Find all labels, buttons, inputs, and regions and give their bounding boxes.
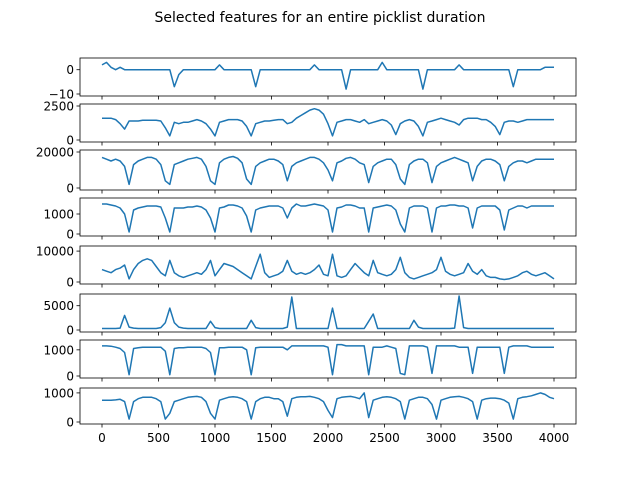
axes-frame [79,57,577,97]
subplot-4: 1000 0 [43,197,577,242]
y-tick-label: 1000 [43,386,74,400]
x-tick-label: 2500 [369,431,400,445]
series-line [102,295,554,330]
x-tick-label: 2000 [313,431,344,445]
subplot-2: 2500 0 [43,100,577,148]
subplot-7: 1000 0 [43,339,577,384]
y-tick-label: 1000 [43,208,74,222]
y-tick-label: 0 [66,228,74,242]
subplot-stack: 0−10250002000001000010000050000100001000… [36,57,577,445]
series-line [102,343,554,376]
y-tick-label: 0 [66,182,74,196]
series-line [101,253,555,281]
y-tick-label: 20000 [36,146,74,160]
y-tick-label: 0 [66,63,74,77]
x-tick-label: 3500 [482,431,513,445]
subplot-6: 5000 0 [43,293,577,338]
y-tick-label: 0 [66,324,74,338]
y-tick-label: 0 [66,276,74,290]
y-tick-label: 10000 [36,245,74,259]
y-tick-label: −10 [49,88,74,102]
y-tick-label: 0 [66,416,74,430]
subplot-3: 20000 0 [36,146,577,196]
chart-title: Selected features for an entire picklist… [155,10,486,26]
subplot-1: 0 −10 [49,57,577,102]
x-tick-label: 0 [98,431,106,445]
y-tick-label: 5000 [43,299,74,313]
series-line [102,392,555,420]
x-tick-label: 1500 [256,431,287,445]
series-line [101,155,554,186]
x-tick-label: 4000 [539,431,570,445]
series-line [102,203,554,233]
x-tick-label: 3000 [426,431,457,445]
x-tick-label: 500 [147,431,170,445]
y-tick-label: 1000 [43,343,74,357]
y-tick-label: 2500 [43,100,74,114]
axes-frame [79,387,577,425]
series-line [101,61,554,90]
y-tick-label: 0 [66,134,74,148]
series-line [102,107,554,137]
y-tick-label: 0 [66,370,74,384]
subplot-8: 1000 0 0 500 1000 1500 2000 2500 3000 3500 4000 [43,386,577,445]
x-tick-label: 1000 [200,431,231,445]
subplot-5: 10000 0 [36,245,577,290]
